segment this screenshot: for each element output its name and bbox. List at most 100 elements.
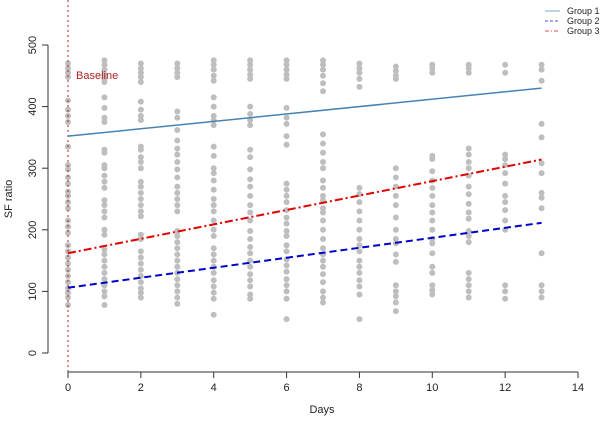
data-point <box>101 293 108 300</box>
data-point <box>392 192 399 199</box>
data-point <box>65 180 71 187</box>
data-point <box>247 66 254 73</box>
data-point <box>465 288 472 295</box>
data-point <box>356 69 363 76</box>
data-point <box>538 120 545 127</box>
data-point <box>137 213 144 220</box>
data-point <box>137 260 144 267</box>
data-point <box>101 94 108 101</box>
data-point <box>210 208 217 215</box>
data-point <box>174 127 181 134</box>
data-point <box>101 114 108 121</box>
data-point <box>247 103 254 110</box>
data-point <box>356 217 363 224</box>
data-point <box>392 308 399 315</box>
data-point <box>429 217 436 224</box>
data-point <box>502 199 509 206</box>
data-point <box>137 202 144 209</box>
data-point <box>502 180 509 187</box>
y-axis-label: SF ratio <box>3 180 15 219</box>
data-point <box>247 192 254 199</box>
data-point <box>465 145 472 152</box>
data-point <box>137 146 144 153</box>
data-point <box>465 191 472 198</box>
data-point <box>101 246 108 253</box>
data-point <box>283 207 290 214</box>
data-point <box>101 301 108 308</box>
legend-label: Group 2 <box>567 16 600 26</box>
data-point <box>247 110 254 117</box>
data-point <box>320 57 326 64</box>
data-point <box>210 66 217 73</box>
data-point <box>101 149 108 156</box>
data-point <box>502 61 509 68</box>
data-point <box>101 165 108 172</box>
data-point <box>465 294 472 301</box>
data-point <box>320 192 326 199</box>
data-point <box>65 174 71 181</box>
data-point <box>210 245 217 252</box>
data-point <box>174 239 181 246</box>
data-point <box>210 311 217 318</box>
data-point <box>210 257 217 264</box>
data-point <box>247 228 254 235</box>
data-point <box>283 242 290 249</box>
data-point <box>538 160 545 167</box>
data-point <box>283 214 290 221</box>
data-point <box>174 159 181 166</box>
data-point <box>101 78 108 85</box>
data-point <box>174 196 181 202</box>
data-point <box>210 202 217 209</box>
data-point <box>320 236 326 243</box>
data-point <box>356 65 363 72</box>
data-point <box>320 88 326 95</box>
data-point <box>247 250 254 257</box>
data-point <box>356 248 363 255</box>
data-point <box>174 288 181 295</box>
data-point <box>320 209 326 216</box>
data-point <box>137 112 144 119</box>
data-point <box>429 282 436 289</box>
data-point <box>538 170 545 177</box>
data-point <box>174 174 181 181</box>
data-point <box>356 75 363 82</box>
data-point <box>247 283 254 290</box>
data-point <box>137 183 144 190</box>
data-point <box>247 183 254 190</box>
data-point <box>283 199 290 206</box>
data-point <box>65 69 71 76</box>
data-point <box>538 294 545 301</box>
data-point <box>210 269 217 276</box>
data-point <box>101 231 108 238</box>
data-point <box>465 69 472 76</box>
data-point <box>65 229 71 236</box>
data-point <box>283 282 290 289</box>
data-point <box>174 232 181 239</box>
data-point <box>247 176 254 183</box>
y-tick-label: 100 <box>27 282 39 300</box>
data-point <box>356 60 363 67</box>
data-point <box>247 244 254 251</box>
data-point <box>356 263 363 270</box>
data-point <box>101 288 108 295</box>
y-tick-label: 400 <box>27 97 39 115</box>
data-point <box>502 217 509 224</box>
data-point <box>174 108 181 115</box>
data-point <box>320 131 326 138</box>
data-point <box>137 74 144 81</box>
data-point <box>502 69 509 76</box>
data-point <box>210 143 217 150</box>
x-tick-label: 2 <box>138 382 144 394</box>
data-point <box>283 276 290 283</box>
data-point <box>65 294 71 301</box>
data-point <box>210 283 217 290</box>
baseline-label: Baseline <box>76 70 118 82</box>
data-point <box>356 83 363 90</box>
data-point <box>174 69 181 76</box>
data-point <box>283 295 290 302</box>
data-point <box>210 277 217 284</box>
y-tick-label: 200 <box>27 221 39 239</box>
data-point <box>502 151 509 158</box>
data-point <box>65 260 71 267</box>
data-point <box>174 282 181 289</box>
